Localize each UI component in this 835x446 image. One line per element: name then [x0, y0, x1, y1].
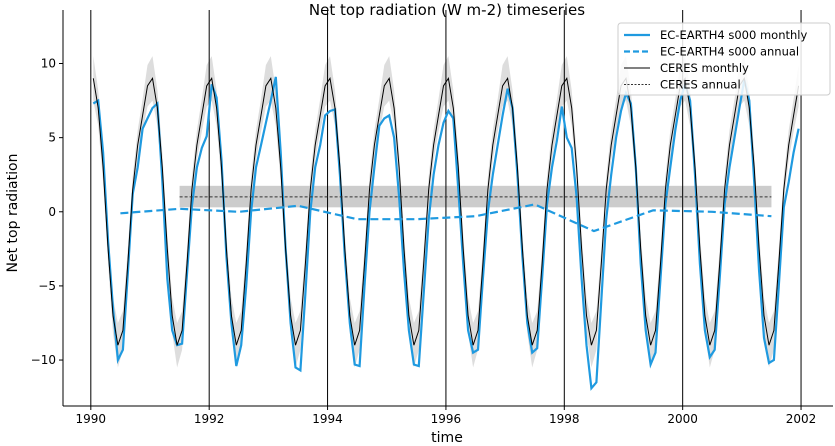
legend-entry: EC-EARTH4 s000 monthly: [660, 28, 807, 42]
axes: 1990 1992 1994 1996 1998 2000 2002 −10 −5 0 5 10: [31, 10, 833, 426]
y-tick-label: 10: [41, 57, 56, 71]
ec-earth-monthly-line: [92, 76, 800, 391]
chart-title: Net top radiation (W m-2) timeseries: [309, 1, 585, 19]
x-tick-label: 1998: [549, 412, 580, 426]
x-tick-label: 1992: [194, 412, 225, 426]
legend-entry: CERES monthly: [660, 61, 749, 75]
x-tick-label: 2002: [786, 412, 817, 426]
y-tick-label: −10: [31, 353, 56, 367]
x-tick-label: 2000: [667, 412, 698, 426]
legend-box: [617, 22, 831, 96]
plot-area: [90, 10, 802, 406]
y-tick-label: 0: [48, 205, 56, 219]
y-axis-label: Net top radiation: [5, 154, 21, 273]
x-tick-label: 1996: [431, 412, 462, 426]
y-tick-label: 5: [48, 131, 56, 145]
legend-entry: EC-EARTH4 s000 annual: [660, 45, 799, 59]
legend-entry: CERES annual: [660, 78, 741, 92]
ec-earth-annual-line: [120, 203, 772, 233]
x-axis-label: time: [431, 430, 463, 446]
x-tick-label: 1990: [76, 412, 107, 426]
y-tick-label: −5: [38, 279, 56, 293]
x-tick-label: 1994: [312, 412, 343, 426]
legend: EC-EARTH4 s000 monthly EC-EARTH4 s000 ann…: [617, 22, 831, 96]
